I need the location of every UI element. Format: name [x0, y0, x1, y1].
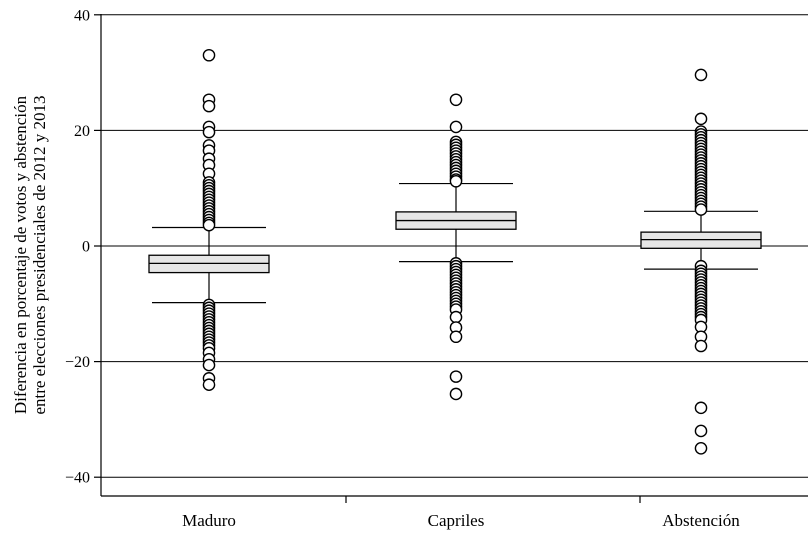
- y-tick-label-1: 20: [74, 123, 90, 140]
- outlier-point: [202, 48, 216, 62]
- category-label-0: Maduro: [182, 511, 236, 530]
- box-group-2: [640, 68, 762, 455]
- y-axis-label-line-1: Diferencia en porcentaje de votos y abst…: [11, 95, 30, 414]
- outlier-point: [694, 424, 708, 438]
- x-ticks: Maduro Capriles Abstención: [182, 496, 740, 530]
- outlier-point: [449, 93, 463, 107]
- y-tick-label-2: 0: [82, 239, 90, 256]
- outlier-point: [202, 125, 216, 139]
- outlier-point: [202, 218, 216, 232]
- outlier-point: [202, 99, 216, 113]
- y-tick-label-3: −20: [65, 354, 90, 371]
- outlier-point: [449, 310, 463, 324]
- y-ticks: 40 20 0 −20 −40: [65, 7, 101, 487]
- y-tick-label-4: −40: [65, 470, 90, 487]
- outlier-point: [449, 387, 463, 401]
- outlier-point: [449, 370, 463, 383]
- category-label-2: Abstención: [662, 511, 740, 530]
- outlier-point: [449, 120, 463, 134]
- outlier-point: [449, 174, 463, 188]
- outlier-point: [694, 68, 708, 82]
- box-group-1: [395, 93, 517, 401]
- category-label-1: Capriles: [428, 511, 485, 530]
- y-tick-label-0: 40: [74, 7, 90, 24]
- outlier-point: [694, 401, 708, 415]
- outlier-point: [694, 112, 708, 126]
- outlier-point: [449, 330, 463, 344]
- outlier-point: [694, 203, 708, 216]
- box-group-0: [148, 48, 270, 392]
- gridlines: [101, 14, 808, 478]
- outlier-point: [202, 378, 216, 392]
- outlier-point: [694, 441, 708, 455]
- y-axis-label-line-2: entre elecciones presidenciales de 2012 …: [30, 95, 49, 414]
- boxes: [148, 48, 762, 455]
- outlier-point: [202, 358, 216, 372]
- outlier-point: [694, 339, 708, 353]
- axes: [100, 14, 808, 497]
- y-axis-label: Diferencia en porcentaje de votos y abst…: [11, 95, 49, 414]
